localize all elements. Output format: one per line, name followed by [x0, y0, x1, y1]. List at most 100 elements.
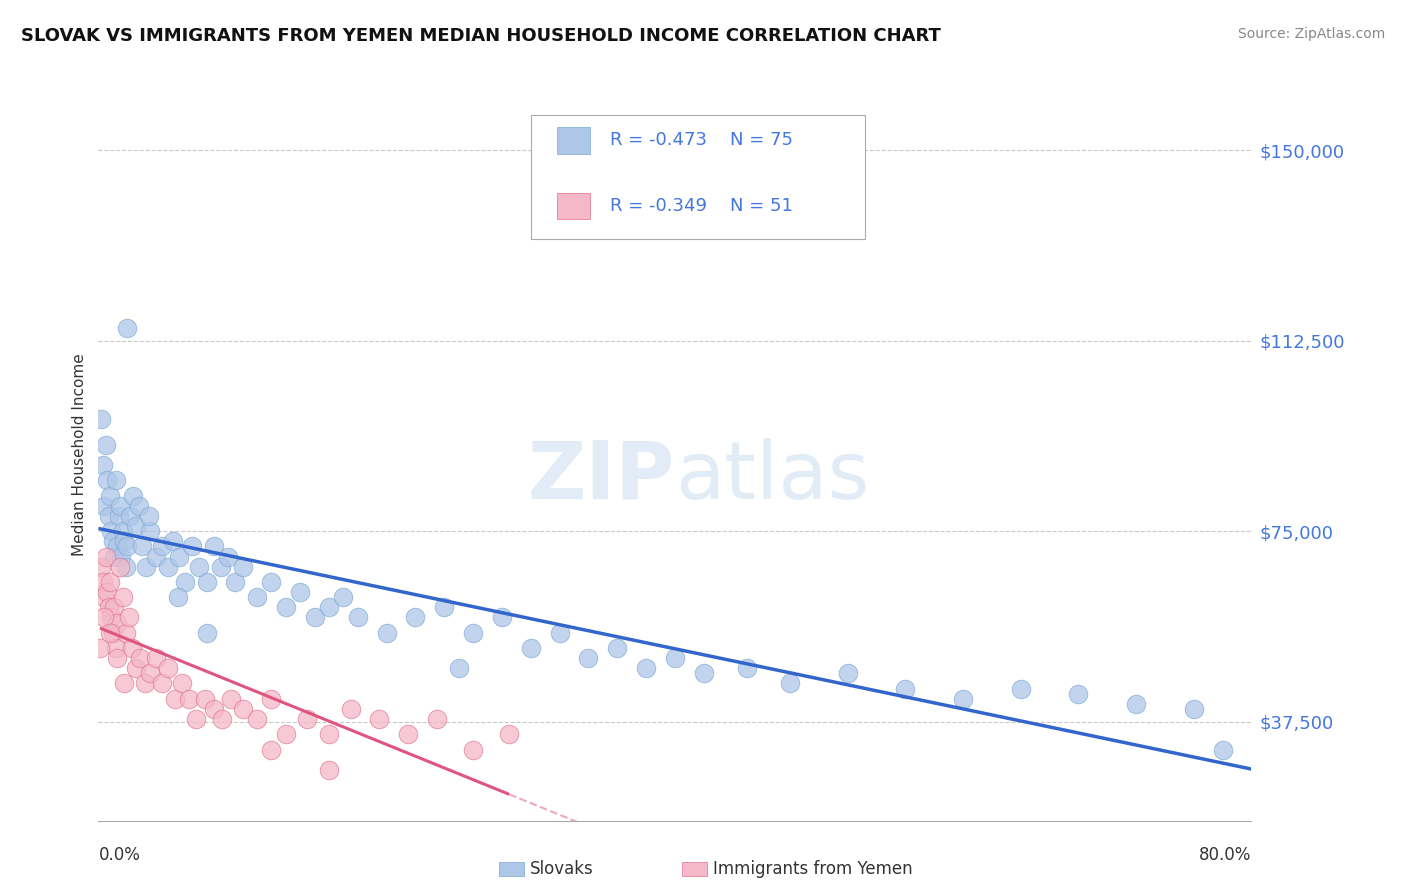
Point	[134, 676, 156, 690]
Point	[111, 524, 134, 538]
Point	[138, 508, 160, 523]
Point	[110, 549, 132, 564]
Point	[461, 742, 484, 756]
Point	[211, 712, 233, 726]
Point	[346, 610, 368, 624]
Point	[219, 691, 242, 706]
Point	[195, 625, 218, 640]
Point	[166, 590, 188, 604]
FancyBboxPatch shape	[557, 193, 589, 219]
Point	[135, 559, 157, 574]
Point	[90, 412, 112, 426]
Point	[179, 691, 201, 706]
Point	[290, 585, 312, 599]
Text: Immigrants from Yemen: Immigrants from Yemen	[713, 860, 912, 878]
Point	[217, 549, 239, 564]
Point	[91, 458, 114, 472]
Point	[952, 691, 974, 706]
Point	[174, 574, 197, 589]
Point	[103, 549, 125, 564]
FancyBboxPatch shape	[557, 127, 589, 153]
Point	[1182, 702, 1205, 716]
Point	[156, 559, 179, 574]
Point	[260, 574, 283, 589]
Point	[375, 625, 398, 640]
Point	[405, 610, 427, 624]
Point	[91, 574, 114, 589]
Point	[368, 712, 391, 726]
Text: 0.0%: 0.0%	[98, 846, 141, 864]
Point	[108, 499, 131, 513]
Point	[96, 473, 118, 487]
Point	[101, 625, 124, 640]
Point	[1067, 687, 1090, 701]
Point	[636, 661, 658, 675]
Point	[246, 590, 269, 604]
Point	[1212, 742, 1234, 756]
Point	[274, 727, 297, 741]
Point	[231, 559, 254, 574]
Point	[162, 534, 184, 549]
Point	[426, 712, 449, 726]
Point	[163, 691, 186, 706]
Point	[125, 519, 148, 533]
Point	[121, 640, 143, 655]
Point	[664, 651, 686, 665]
Point	[260, 742, 283, 756]
Point	[100, 610, 122, 624]
Point	[779, 676, 801, 690]
Point	[97, 508, 120, 523]
Point	[224, 574, 246, 589]
Point	[246, 712, 269, 726]
Point	[139, 524, 162, 538]
Point	[433, 600, 456, 615]
Point	[98, 574, 121, 589]
Point	[520, 640, 543, 655]
Point	[120, 508, 142, 523]
Point	[491, 610, 513, 624]
Text: Slovaks: Slovaks	[530, 860, 593, 878]
Point	[150, 676, 173, 690]
Point	[548, 625, 571, 640]
Point	[145, 549, 167, 564]
Point	[1010, 681, 1032, 696]
Point	[735, 661, 758, 675]
Point	[1125, 697, 1147, 711]
Point	[447, 661, 470, 675]
Text: R = -0.473    N = 75: R = -0.473 N = 75	[610, 131, 793, 149]
Point	[145, 651, 167, 665]
Point	[96, 585, 118, 599]
Point	[318, 600, 340, 615]
Point	[693, 666, 716, 681]
Point	[114, 625, 136, 640]
Point	[122, 489, 145, 503]
Point	[181, 539, 204, 553]
Point	[231, 702, 254, 716]
Point	[260, 691, 283, 706]
Point	[131, 539, 153, 553]
Text: 80.0%: 80.0%	[1199, 846, 1251, 864]
Text: SLOVAK VS IMMIGRANTS FROM YEMEN MEDIAN HOUSEHOLD INCOME CORRELATION CHART: SLOVAK VS IMMIGRANTS FROM YEMEN MEDIAN H…	[21, 27, 941, 45]
Point	[111, 590, 134, 604]
Point	[202, 539, 225, 553]
Point	[125, 661, 148, 675]
FancyBboxPatch shape	[531, 115, 865, 239]
Point	[94, 438, 117, 452]
Point	[498, 727, 520, 741]
Point	[97, 600, 120, 615]
Text: ZIP: ZIP	[527, 438, 675, 516]
Point	[103, 600, 125, 615]
Point	[108, 559, 131, 574]
Y-axis label: Median Household Income: Median Household Income	[72, 353, 87, 557]
Point	[139, 666, 162, 681]
Point	[98, 489, 121, 503]
Point	[118, 610, 141, 624]
Point	[93, 610, 115, 624]
Point	[104, 640, 127, 655]
Point	[112, 534, 135, 549]
Point	[107, 508, 129, 523]
Point	[274, 600, 297, 615]
Point	[89, 640, 111, 655]
Point	[150, 539, 173, 553]
Point	[837, 666, 859, 681]
